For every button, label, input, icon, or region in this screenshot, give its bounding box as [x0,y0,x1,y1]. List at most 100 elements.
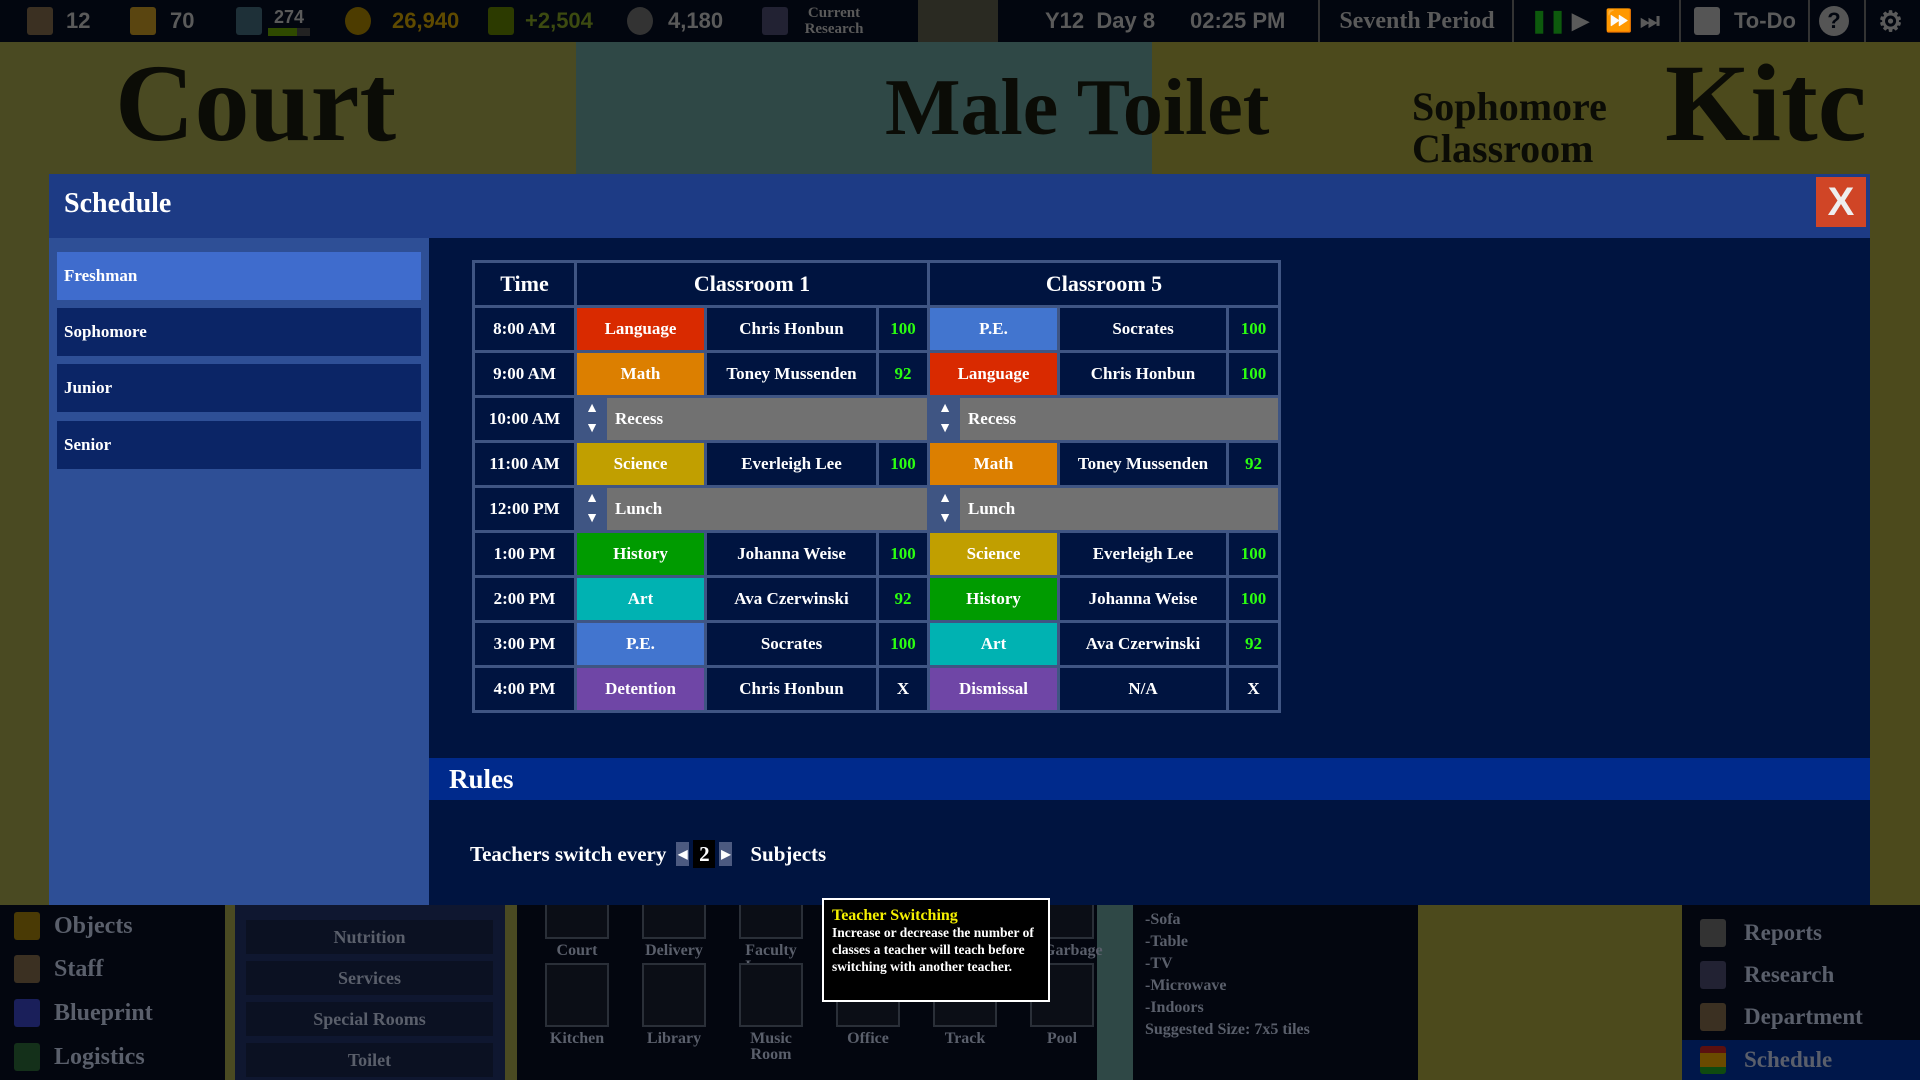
teacher-cell[interactable]: Johanna Weise [1057,575,1229,623]
current-research-button[interactable]: Current Research [762,0,874,42]
subject-cell[interactable]: History [574,530,707,578]
subject-cell[interactable]: P.E. [927,305,1060,353]
score-cell: 92 [1226,440,1281,488]
play-button[interactable]: ▶ [1572,8,1589,33]
menu-research[interactable]: Research [1700,955,1920,995]
subject-cell[interactable]: Language [574,305,707,353]
world-label: Sophomore Classroom [1412,84,1607,171]
time-cell: 3:00 PM [472,620,577,668]
category-toilet[interactable]: Toilet [246,1043,493,1077]
move-arrows: ▲ ▼ [930,398,960,440]
income-icon [488,7,514,35]
tooltip-body: Increase or decrease the number of class… [832,925,1034,974]
teacher-cell[interactable]: Everleigh Lee [1057,530,1229,578]
move-down-arrow-icon[interactable]: ▼ [938,511,952,526]
move-up-arrow-icon[interactable]: ▲ [938,401,952,416]
move-up-arrow-icon[interactable]: ▲ [585,491,599,506]
subject-cell[interactable]: Science [927,530,1060,578]
room-option[interactable]: Music Room [738,963,804,1063]
room-option[interactable]: Pool [1029,963,1095,1047]
subject-cell[interactable]: Art [927,620,1060,668]
build-panel: Objects Staff Blueprint Logistics Nutrit… [0,875,1920,1080]
score-cell: 100 [876,620,930,668]
teacher-cell[interactable]: Chris Honbun [1057,350,1229,398]
menu-department[interactable]: Department [1700,997,1920,1037]
settings-gear-icon[interactable]: ⚙ [1878,5,1904,37]
teacher-cell[interactable]: Ava Czerwinski [704,575,879,623]
objects-icon [14,912,40,940]
room-option[interactable]: Kitchen [544,963,610,1047]
tooltip-title: Teacher Switching [832,907,958,924]
school-crest-icon [918,0,998,42]
category-special-rooms[interactable]: Special Rooms [246,1002,493,1036]
menu-schedule[interactable]: Schedule [1682,1040,1920,1080]
move-arrows: ▲ ▼ [577,398,607,440]
grade-freshman[interactable]: Freshman [57,252,421,300]
move-up-arrow-icon[interactable]: ▲ [938,491,952,506]
teacher-cell[interactable]: Chris Honbun [704,665,879,713]
staff-icon [130,7,156,35]
menu-objects[interactable]: Objects [14,912,133,940]
teacher-cell[interactable]: Socrates [1057,305,1229,353]
teacher-cell[interactable]: Chris Honbun [704,305,879,353]
menu-reports[interactable]: Reports [1700,913,1920,953]
move-up-arrow-icon[interactable]: ▲ [585,401,599,416]
time-cell: 10:00 AM [472,395,577,443]
break-label: Lunch [615,499,663,518]
fast-forward-button[interactable]: ⏩ [1605,8,1633,33]
subject-cell[interactable]: Art [574,575,707,623]
top-bar: 12 70 274 26,940 +2,504 4,180 Current Re… [0,0,1920,42]
subject-cell[interactable]: Language [927,350,1060,398]
decrease-button[interactable]: ◀ [676,842,690,866]
room-option[interactable]: Library [641,963,707,1047]
category-services[interactable]: Services [246,961,493,995]
rule-unit: Subjects [750,841,827,866]
score-cell: X [1226,665,1281,713]
menu-staff[interactable]: Staff [14,955,103,983]
money-icon [345,7,371,35]
teacher-cell[interactable]: Ava Czerwinski [1057,620,1229,668]
move-arrows: ▲ ▼ [930,488,960,530]
subject-cell[interactable]: Science [574,440,707,488]
close-button[interactable]: X [1816,177,1866,227]
menu-logistics[interactable]: Logistics [14,1043,145,1071]
grade-junior[interactable]: Junior [57,364,421,412]
subject-cell[interactable]: Detention [574,665,707,713]
break-label: Lunch [968,499,1016,518]
pause-button[interactable]: ❚❚ [1530,8,1567,33]
help-button[interactable]: ? [1819,6,1849,36]
move-down-arrow-icon[interactable]: ▼ [585,421,599,436]
grade-sophomore[interactable]: Sophomore [57,308,421,356]
grade-sidebar: Freshman Sophomore Junior Senior [49,238,429,905]
break-cell: ▲ ▼ Recess [927,395,1281,443]
score-cell: 100 [1226,575,1281,623]
teacher-cell[interactable]: Toney Mussenden [1057,440,1229,488]
teacher-cell[interactable]: Toney Mussenden [704,350,879,398]
fastest-button[interactable]: ⏭ [1640,8,1660,33]
break-label: Recess [968,409,1017,428]
rules-header: Rules [429,758,1870,800]
menu-blueprint[interactable]: Blueprint [14,999,153,1027]
score-cell: 100 [876,440,930,488]
subject-cell[interactable]: Dismissal [927,665,1060,713]
teacher-cell[interactable]: Johanna Weise [704,530,879,578]
move-down-arrow-icon[interactable]: ▼ [585,511,599,526]
teacher-cell[interactable]: Everleigh Lee [704,440,879,488]
increase-button[interactable]: ▶ [719,842,733,866]
staff-count: 70 [170,8,195,33]
subject-cell[interactable]: P.E. [574,620,707,668]
subject-cell[interactable]: Math [927,440,1060,488]
category-nutrition[interactable]: Nutrition [246,920,493,954]
subject-cell[interactable]: History [927,575,1060,623]
time-cell: 9:00 AM [472,350,577,398]
subject-cell[interactable]: Math [574,350,707,398]
score-cell: 92 [1226,620,1281,668]
teacher-cell[interactable]: N/A [1057,665,1229,713]
move-down-arrow-icon[interactable]: ▼ [938,421,952,436]
time-cell: 11:00 AM [472,440,577,488]
todo-button[interactable]: To-Do [1694,0,1796,42]
staff-icon [14,955,40,983]
grade-senior[interactable]: Senior [57,421,421,469]
schedule-icon [1700,1046,1726,1074]
teacher-cell[interactable]: Socrates [704,620,879,668]
